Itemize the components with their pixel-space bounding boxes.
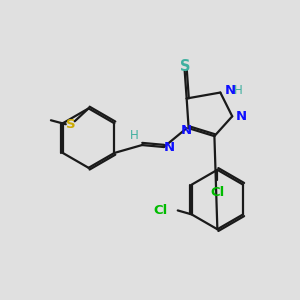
Text: N: N <box>236 110 247 123</box>
Text: Cl: Cl <box>154 204 168 217</box>
Text: Cl: Cl <box>210 186 224 199</box>
Text: H: H <box>234 84 243 97</box>
Text: S: S <box>180 59 191 74</box>
Text: N: N <box>224 84 236 97</box>
Text: N: N <box>164 140 176 154</box>
Text: N: N <box>181 124 192 137</box>
Text: H: H <box>130 129 139 142</box>
Text: S: S <box>66 118 76 131</box>
